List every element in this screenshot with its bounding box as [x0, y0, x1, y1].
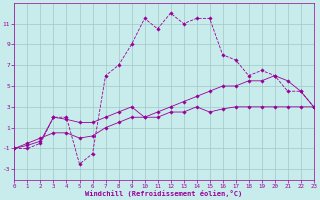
X-axis label: Windchill (Refroidissement éolien,°C): Windchill (Refroidissement éolien,°C)	[85, 190, 243, 197]
